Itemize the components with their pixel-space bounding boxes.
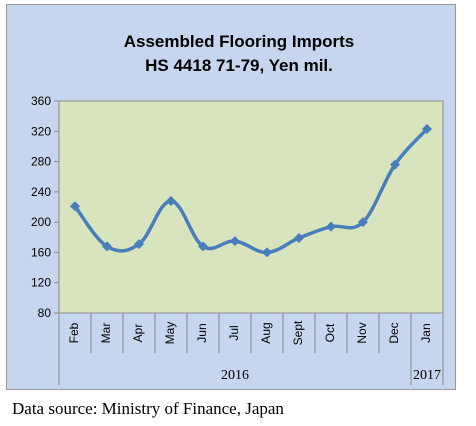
data-point-marker [70, 201, 80, 212]
line-chart: Assembled Flooring Imports HS 4418 71-79… [31, 32, 444, 385]
year-group-label: 2017 [413, 368, 441, 383]
x-tick-label: Feb [67, 322, 81, 343]
x-tick-label: Oct [323, 323, 337, 342]
x-tick-label: Mar [99, 323, 113, 344]
year-group-label: 2016 [221, 368, 249, 383]
x-tick-label: Jun [195, 323, 209, 342]
x-tick-label: Aug [259, 322, 273, 343]
data-point-marker [294, 233, 304, 244]
y-tick-label: 200 [31, 215, 51, 229]
y-tick-label: 320 [31, 124, 51, 138]
data-point-marker [102, 241, 112, 252]
data-point-marker [198, 241, 208, 252]
x-tick-label: May [163, 322, 177, 345]
data-point-marker [358, 217, 368, 228]
data-point-marker [262, 247, 272, 258]
data-point-marker [134, 239, 144, 250]
y-tick-label: 360 [31, 94, 51, 108]
data-point-marker [390, 159, 400, 170]
x-tick-label: Apr [131, 324, 145, 343]
x-tick-label: Jan [419, 323, 433, 342]
chart-frame: Assembled Flooring Imports HS 4418 71-79… [6, 4, 456, 390]
y-tick-label: 160 [31, 245, 51, 259]
data-point-marker [230, 236, 240, 247]
chart-subtitle: HS 4418 71-79, Yen mil. [145, 56, 333, 75]
data-point-marker [326, 221, 336, 232]
plot-area [58, 100, 444, 314]
x-tick-label: Nov [355, 322, 369, 343]
y-tick-label: 280 [31, 155, 51, 169]
y-tick-label: 80 [38, 306, 52, 320]
data-point-marker [422, 124, 432, 135]
chart-title: Assembled Flooring Imports [124, 32, 354, 51]
x-tick-label: Dec [387, 322, 401, 343]
data-point-marker [166, 195, 176, 206]
y-tick-label: 240 [31, 185, 51, 199]
x-tick-label: Jul [227, 325, 241, 340]
data-source-note: Data source: Ministry of Finance, Japan [12, 399, 284, 418]
y-tick-label: 120 [31, 276, 51, 290]
x-tick-label: Sept [291, 320, 305, 345]
